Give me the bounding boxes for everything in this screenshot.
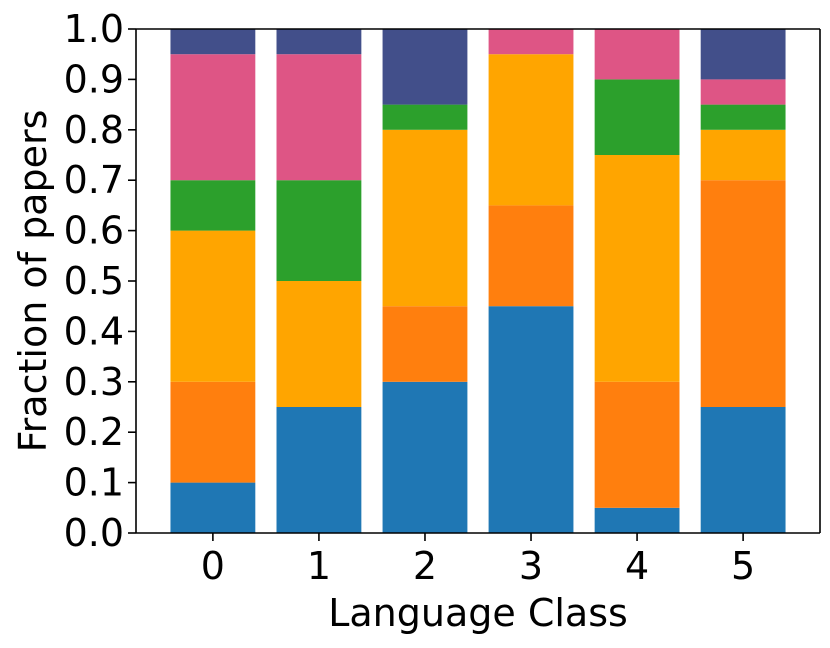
- bar-segment-cat5-series5: [700, 29, 786, 80]
- bar-segment-cat4-series1: [594, 381, 680, 508]
- bar-segment-cat5-series0: [700, 407, 786, 533]
- y-tick-label: 0.7: [64, 158, 124, 202]
- labels-layer: 0.0 0.1 0.2 0.3 0.4 0.5 0.6 0.7 0.8 0.9 1.0 0 1 2 3 4 5: [64, 7, 756, 588]
- bar-segment-cat2-series3: [382, 104, 468, 130]
- y-tick-label: 0.8: [64, 108, 124, 152]
- x-tick-label: 0: [201, 544, 225, 588]
- y-tick-label: 0.3: [64, 360, 124, 404]
- bar-segment-cat3-series4: [488, 29, 574, 55]
- bar-segment-cat0-series3: [170, 180, 256, 231]
- bar-segment-cat0-series5: [170, 29, 256, 55]
- bar-segment-cat2-series1: [382, 306, 468, 382]
- axes-layer: [128, 28, 821, 541]
- bar-segment-cat5-series1: [700, 180, 786, 407]
- x-tick-label: 2: [413, 544, 437, 588]
- bar-segment-cat4-series2: [594, 155, 680, 382]
- y-tick-label: 0.5: [64, 259, 124, 303]
- y-tick-label: 0.0: [64, 511, 124, 555]
- bar-segment-cat4-series0: [594, 507, 680, 533]
- bar-segment-cat1-series5: [276, 29, 362, 55]
- bar-segment-cat2-series0: [382, 381, 468, 533]
- y-tick-label: 0.4: [64, 309, 124, 353]
- bar-segment-cat4-series3: [594, 79, 680, 155]
- x-tick-label: 5: [731, 544, 755, 588]
- bar-segment-cat2-series5: [382, 29, 468, 105]
- y-tick-label: 0.9: [64, 57, 124, 101]
- bar-segment-cat4-series4: [594, 29, 680, 80]
- bar-segment-cat0-series4: [170, 54, 256, 181]
- bar-segment-cat5-series4: [700, 79, 786, 105]
- x-axis-title: Language Class: [328, 591, 628, 635]
- y-axis-title: Fraction of papers: [11, 110, 55, 453]
- bar-segment-cat1-series4: [276, 54, 362, 181]
- bar-segment-cat5-series3: [700, 104, 786, 130]
- y-tick-label: 1.0: [64, 7, 124, 51]
- bar-segment-cat0-series2: [170, 230, 256, 382]
- bar-segment-cat0-series1: [170, 381, 256, 483]
- bar-segment-cat1-series2: [276, 281, 362, 407]
- bar-segment-cat5-series2: [700, 129, 786, 181]
- bar-segment-cat1-series0: [276, 407, 362, 533]
- y-tick-label: 0.1: [64, 461, 124, 505]
- x-tick-label: 1: [307, 544, 331, 588]
- y-tick-label: 0.6: [64, 209, 124, 253]
- bar-segment-cat0-series0: [170, 482, 256, 533]
- bars-layer: [170, 29, 786, 533]
- bar-segment-cat2-series2: [382, 129, 468, 307]
- bar-segment-cat1-series3: [276, 180, 362, 281]
- bar-segment-cat3-series1: [488, 205, 574, 307]
- y-tick-label: 0.2: [64, 410, 124, 454]
- bar-segment-cat3-series2: [488, 54, 574, 206]
- x-tick-label: 3: [519, 544, 543, 588]
- x-tick-label: 4: [625, 544, 649, 588]
- bar-segment-cat3-series0: [488, 306, 574, 533]
